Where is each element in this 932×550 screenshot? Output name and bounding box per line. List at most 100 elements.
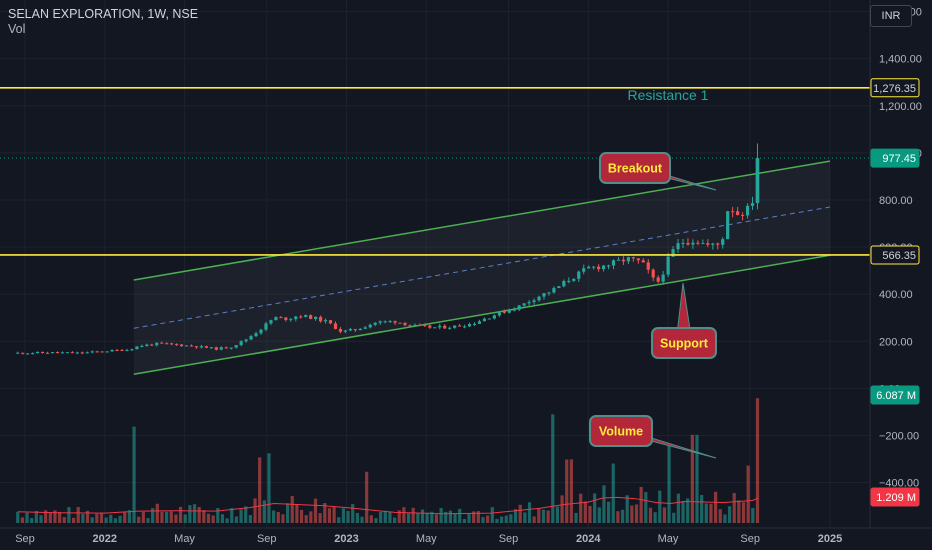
volume-bar <box>644 492 648 523</box>
volume-bar <box>355 513 359 523</box>
resistance-price-badge-bg <box>870 78 920 98</box>
candle-body <box>348 329 352 331</box>
candle-body <box>532 300 536 303</box>
volume-bar <box>244 506 248 523</box>
volume-bar <box>178 506 183 523</box>
candle-body <box>150 344 154 346</box>
candle-body <box>736 211 740 215</box>
price-tick-label: −200.00 <box>879 430 919 442</box>
volume-callout[interactable]: Volume <box>589 415 717 459</box>
candle-body <box>472 323 477 325</box>
volume-ma-line <box>17 496 758 515</box>
volume-bar <box>397 510 401 523</box>
volume-bar <box>476 511 480 523</box>
candle-body <box>567 280 571 282</box>
volume-bar <box>258 457 262 523</box>
candle-body <box>90 351 94 353</box>
candle-body <box>507 310 511 313</box>
volume-bar <box>379 511 383 523</box>
time-tick-label: 2022 <box>93 533 117 545</box>
candle-body <box>219 347 223 350</box>
candle-body <box>731 211 735 213</box>
candle-body <box>706 243 710 245</box>
support-price-badge: 566.35 <box>870 245 920 265</box>
volume-bar <box>434 514 439 523</box>
candle-body <box>467 324 472 327</box>
candle-body <box>214 347 218 350</box>
volume-bar <box>402 507 406 523</box>
volume-bar <box>123 512 127 523</box>
candle-body <box>616 259 621 261</box>
candle-body <box>721 239 725 245</box>
candle-body <box>646 262 650 270</box>
candle-body <box>204 346 209 348</box>
candle-body <box>328 320 333 324</box>
candle-body <box>145 344 149 346</box>
candle-body <box>408 325 412 327</box>
currency-button[interactable]: INR <box>870 5 912 27</box>
volume-badge: 6.087 M <box>870 385 920 405</box>
support-callout[interactable]: Support <box>651 282 717 359</box>
price-tick-label: 800.00 <box>879 195 913 207</box>
volume-bar <box>504 515 508 523</box>
volume-bar <box>667 445 671 523</box>
candle-body <box>75 352 79 354</box>
candle-body <box>666 256 670 275</box>
time-tick-label: 2023 <box>334 533 358 545</box>
candle-body <box>626 257 630 262</box>
candle-body <box>457 325 462 327</box>
volume-bar <box>337 517 341 523</box>
candle-body <box>641 260 645 263</box>
volume-bar <box>523 512 527 523</box>
volume-bar <box>44 510 48 523</box>
candle-body <box>433 327 437 329</box>
volume-bar <box>81 514 85 523</box>
support-price-badge-text: 566.35 <box>882 250 916 262</box>
candle-body <box>552 288 556 293</box>
volume-bar <box>634 504 639 523</box>
time-axis[interactable]: Sep 2022 May Sep 2023 May Sep 2024 May Sep 2025 <box>0 527 932 550</box>
channel-lower-line[interactable] <box>133 254 831 375</box>
candle-body <box>21 352 25 354</box>
breakout-callout[interactable]: Breakout <box>599 152 717 191</box>
candle-body <box>65 352 69 354</box>
candle-body <box>477 321 482 324</box>
candle-body <box>750 203 755 206</box>
volume-bar <box>472 511 476 523</box>
candle-body <box>611 260 616 266</box>
candle-body <box>740 214 745 216</box>
candle-body <box>16 352 20 354</box>
volume-bar <box>653 512 657 523</box>
time-tick-label: 2024 <box>576 533 601 545</box>
channel-middle-line[interactable] <box>133 206 831 329</box>
volume-bar <box>704 503 708 523</box>
price-tick-label: 1,200.00 <box>879 101 922 113</box>
candle-body <box>160 342 164 344</box>
volume-badge-text: 6.087 M <box>876 390 916 402</box>
candle-body <box>120 349 124 351</box>
volume-bars <box>16 398 760 523</box>
volume-bar <box>290 495 294 523</box>
volume-bar <box>755 398 760 523</box>
volume-bar <box>411 507 415 523</box>
channel-upper-line[interactable] <box>133 160 831 281</box>
candle-body <box>284 317 288 321</box>
price-tick-label: 400.00 <box>879 289 913 301</box>
volume-bar <box>183 514 187 523</box>
candle-body <box>189 345 194 347</box>
volume-bar <box>216 508 220 523</box>
volume-bar <box>85 510 90 523</box>
candle-body <box>194 346 199 348</box>
volume-bar <box>137 516 141 523</box>
candle-body <box>383 321 387 323</box>
support-callout-box <box>651 327 717 359</box>
candle-body <box>26 353 30 355</box>
candle-body <box>587 266 591 269</box>
candle-body <box>661 274 665 282</box>
candle-body <box>716 243 720 245</box>
candle-body <box>294 316 298 320</box>
candle-body <box>537 296 541 301</box>
candle-body <box>100 351 104 353</box>
candle-body <box>572 278 576 281</box>
